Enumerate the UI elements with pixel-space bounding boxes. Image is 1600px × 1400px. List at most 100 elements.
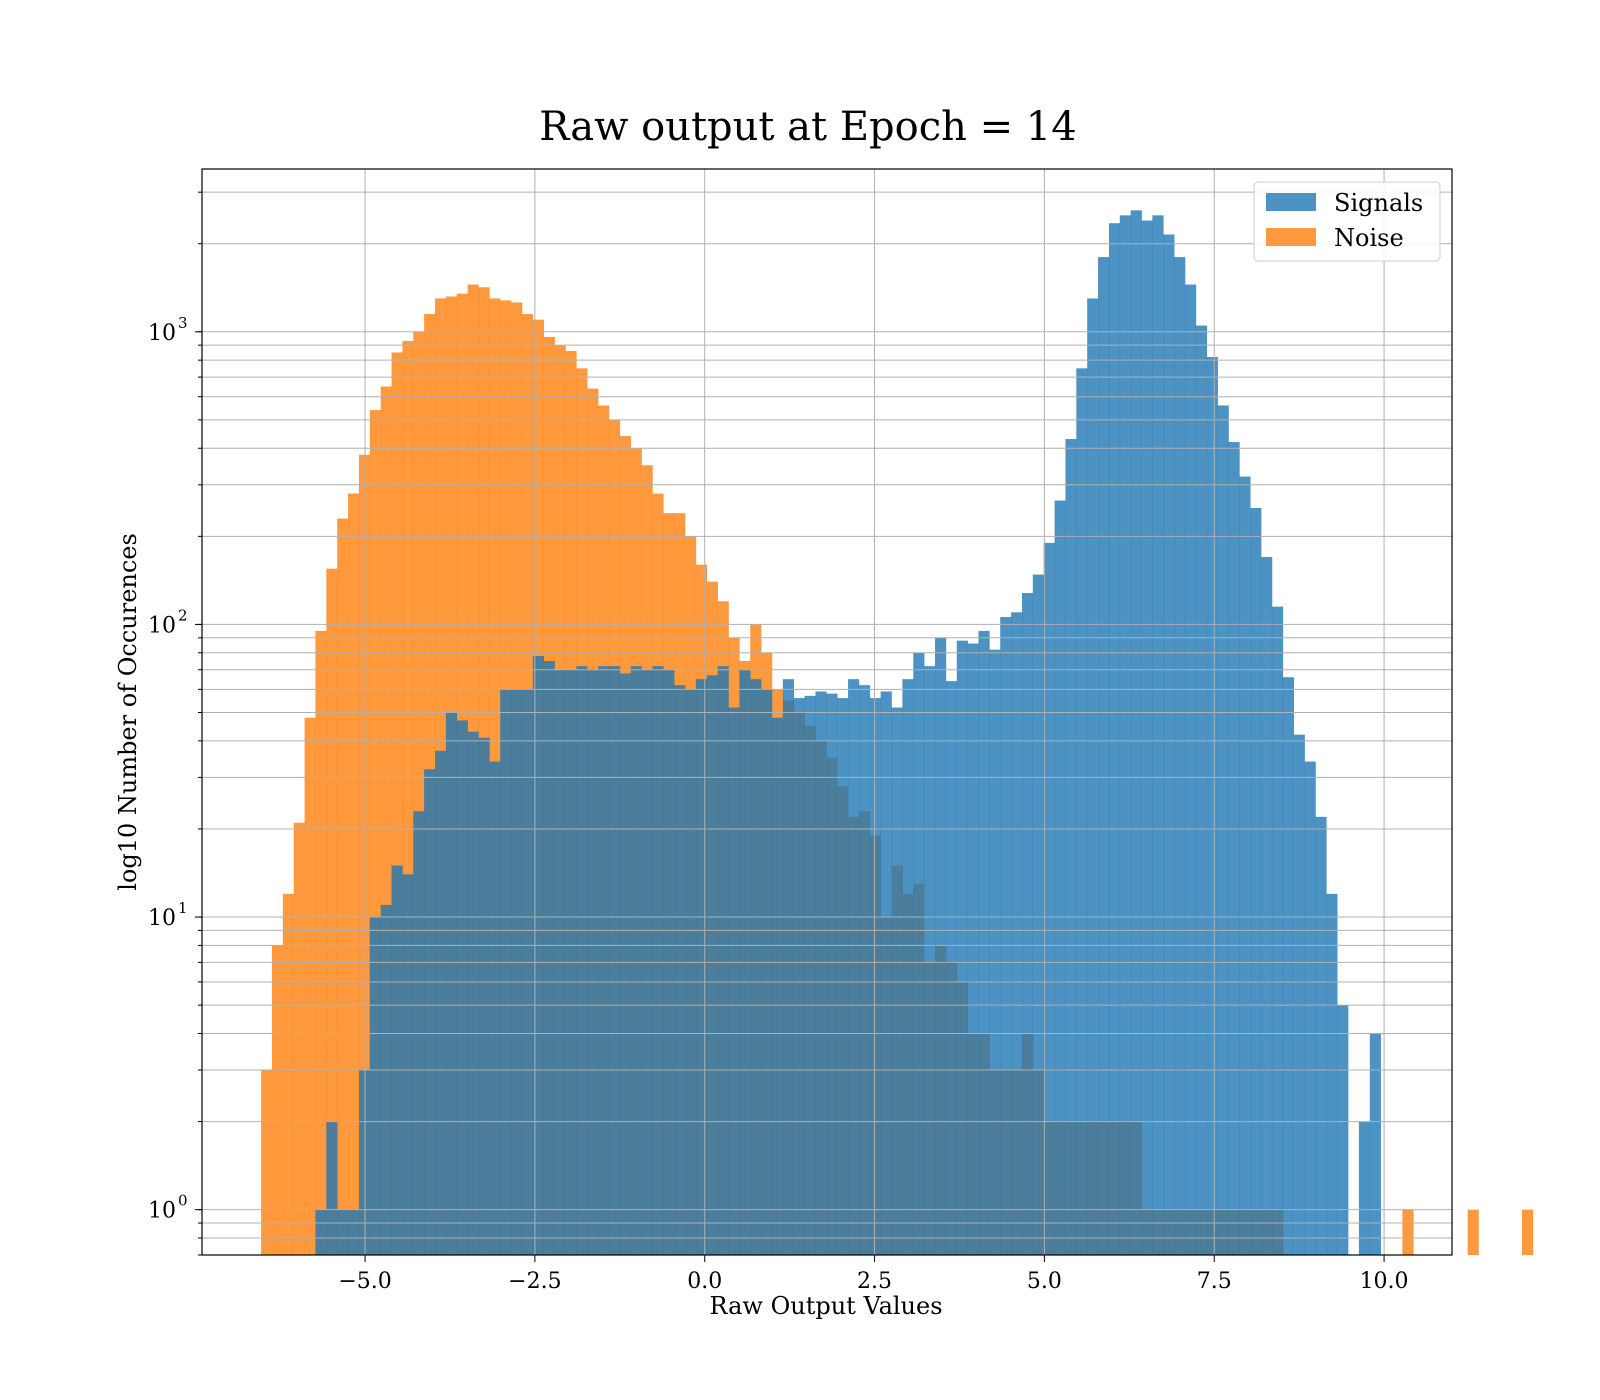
- legend-label-noise: Noise: [1334, 224, 1404, 252]
- bar-signals: [1021, 593, 1034, 1255]
- y-tick-exponent: 0: [178, 1192, 188, 1210]
- bar-signals: [826, 693, 838, 1255]
- bar-signals: [1261, 556, 1273, 1255]
- bar-signals: [445, 712, 458, 1255]
- bar-signals: [1011, 612, 1023, 1255]
- bar-signals: [1326, 893, 1338, 1255]
- bar-signals: [945, 681, 958, 1255]
- bars-layer: [261, 210, 1534, 1256]
- bar-signals: [1185, 284, 1197, 1255]
- bar-noise: [337, 518, 349, 1255]
- bar-signals: [1141, 220, 1153, 1255]
- bar-signals: [380, 904, 392, 1255]
- legend-swatch-noise: [1266, 228, 1316, 246]
- bar-noise: [304, 717, 316, 1255]
- series-signals: [315, 210, 1381, 1256]
- bar-signals: [1239, 476, 1251, 1256]
- bar-signals: [1369, 1033, 1381, 1255]
- bar-noise: [271, 945, 284, 1255]
- bar-signals: [532, 655, 545, 1255]
- x-axis-label: Raw Output Values: [709, 1292, 942, 1320]
- bar-signals: [1054, 500, 1066, 1255]
- bar-signals: [978, 630, 990, 1255]
- bar-signals: [924, 666, 936, 1255]
- bar-signals: [771, 717, 784, 1255]
- bar-noise: [261, 1070, 273, 1255]
- bar-noise: [358, 454, 371, 1255]
- x-tick-label: −5.0: [338, 1269, 391, 1294]
- bar-signals: [1228, 442, 1240, 1255]
- bar-signals: [337, 1209, 349, 1255]
- x-tick-label: 0.0: [687, 1269, 722, 1294]
- bar-signals: [1032, 574, 1045, 1255]
- legend: Signals Noise: [1253, 181, 1441, 262]
- bar-signals: [913, 652, 925, 1255]
- y-tick-exponent: 1: [178, 899, 188, 917]
- bar-signals: [521, 689, 534, 1255]
- bar-signals: [435, 750, 447, 1255]
- bar-signals: [837, 698, 849, 1255]
- bar-noise: [1467, 1209, 1479, 1255]
- bar-noise: [326, 568, 338, 1255]
- bar-signals: [576, 666, 588, 1255]
- bar-signals: [500, 689, 512, 1255]
- bar-signals: [1076, 368, 1088, 1256]
- bar-signals: [1293, 734, 1305, 1255]
- bar-noise: [369, 410, 381, 1256]
- bar-noise: [315, 630, 327, 1255]
- y-tick-label: 10: [148, 1199, 176, 1224]
- bar-signals: [348, 1209, 360, 1255]
- bar-signals: [608, 666, 621, 1255]
- y-axis-label: log10 Number of Occurences: [114, 533, 142, 891]
- bar-signals: [467, 731, 479, 1255]
- bar-signals: [891, 707, 903, 1255]
- bar-signals: [369, 917, 381, 1255]
- bar-noise: [1402, 1209, 1414, 1255]
- bar-noise: [293, 822, 305, 1255]
- bar-signals: [511, 689, 523, 1255]
- bar-signals: [1065, 439, 1077, 1255]
- grid-layer: [202, 169, 1452, 1256]
- bar-signals: [1043, 542, 1055, 1255]
- bar-noise: [391, 352, 403, 1255]
- bar-signals: [478, 737, 490, 1255]
- bar-signals: [1108, 223, 1121, 1256]
- bar-signals: [793, 698, 805, 1255]
- bar-signals: [674, 685, 686, 1255]
- bar-noise: [348, 493, 360, 1255]
- bar-signals: [1217, 405, 1229, 1256]
- bar-noise: [282, 893, 295, 1255]
- bar-signals: [402, 874, 414, 1255]
- bar-signals: [1337, 1005, 1349, 1255]
- bar-signals: [782, 679, 795, 1255]
- x-tick-label: −2.5: [508, 1269, 561, 1294]
- bar-signals: [967, 643, 979, 1255]
- bar-signals: [706, 675, 718, 1255]
- bar-signals: [1174, 257, 1186, 1256]
- bar-signals: [1119, 215, 1131, 1256]
- bar-noise: [402, 341, 414, 1255]
- x-tick-label: 7.5: [1197, 1269, 1232, 1294]
- bar-signals: [358, 1070, 371, 1255]
- x-tick-label: 5.0: [1027, 1269, 1062, 1294]
- bar-signals: [1250, 507, 1262, 1256]
- bar-signals: [848, 679, 860, 1255]
- legend-swatch-signals: [1266, 193, 1316, 211]
- y-tick-label: 10: [148, 906, 176, 931]
- bar-signals: [619, 673, 631, 1255]
- bar-signals: [1000, 617, 1012, 1255]
- bar-signals: [685, 689, 697, 1255]
- bar-signals: [804, 695, 816, 1255]
- bar-noise: [413, 331, 425, 1255]
- bar-signals: [750, 679, 762, 1255]
- bar-signals: [1152, 215, 1164, 1256]
- bar-signals: [956, 640, 968, 1255]
- bar-signals: [598, 666, 610, 1255]
- bar-signals: [902, 679, 914, 1255]
- bar-signals: [424, 769, 436, 1255]
- x-tick-label: 2.5: [857, 1269, 892, 1294]
- bar-signals: [1282, 677, 1295, 1255]
- y-tick-label: 10: [148, 321, 176, 346]
- bar-noise: [380, 386, 392, 1255]
